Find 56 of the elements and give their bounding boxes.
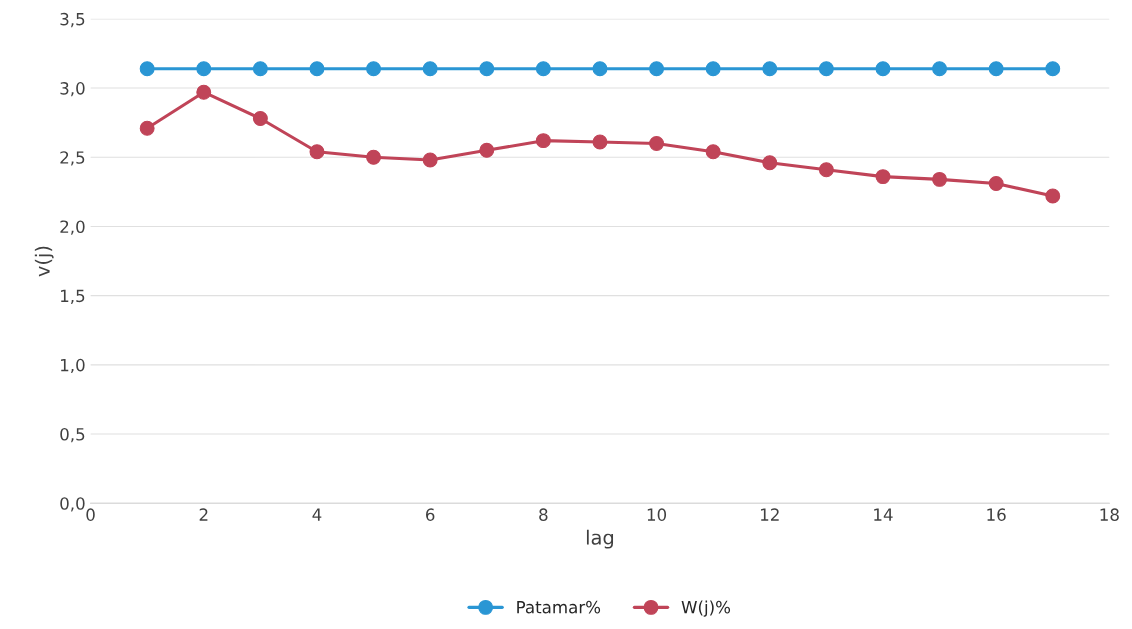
y-tick-label: 1,0 <box>61 358 85 374</box>
x-tick-label: 16 <box>987 508 1006 521</box>
point <box>252 61 268 77</box>
point <box>196 61 212 77</box>
point <box>932 171 948 187</box>
point <box>535 133 551 149</box>
x-tick-label: 10 <box>647 508 667 521</box>
point <box>988 61 1004 77</box>
point <box>705 61 721 77</box>
point <box>535 61 551 77</box>
point <box>366 61 382 77</box>
x-tick-label: 14 <box>874 508 893 521</box>
x-tick-label: 8 <box>539 508 548 521</box>
point <box>818 61 834 77</box>
y-tick-label: 0,0 <box>60 497 85 512</box>
point <box>762 61 778 77</box>
point <box>366 149 382 165</box>
point <box>875 169 891 185</box>
point <box>139 61 155 77</box>
y-tick-label: 3,5 <box>60 12 85 28</box>
y-tick-label: 2,0 <box>60 220 85 235</box>
point <box>1045 61 1061 77</box>
point <box>705 144 721 160</box>
point <box>649 61 665 77</box>
point <box>252 111 268 126</box>
y-axis-title: v(j) <box>34 246 54 277</box>
x-tick-label: 0 <box>86 508 95 521</box>
x-tick-label: 4 <box>312 508 322 521</box>
point <box>196 84 212 100</box>
x-tick-label: 2 <box>199 508 208 521</box>
point <box>1045 188 1061 204</box>
y-tick-label: 2,5 <box>60 151 85 166</box>
point <box>592 134 608 150</box>
point <box>309 61 325 77</box>
y-tick-label: 0,5 <box>60 427 85 443</box>
point <box>139 120 155 136</box>
point <box>649 135 665 151</box>
point <box>875 61 891 77</box>
point <box>422 61 438 77</box>
point <box>309 144 325 160</box>
point <box>932 61 948 77</box>
point <box>479 142 495 158</box>
x-axis-title: lag <box>586 529 614 549</box>
x-tick-label: 12 <box>760 508 779 521</box>
y-tick-label: 1,5 <box>61 289 85 304</box>
x-tick-label: 18 <box>1100 508 1119 521</box>
point <box>592 61 608 77</box>
point <box>762 155 778 171</box>
y-tick-label: 3,0 <box>60 82 85 97</box>
point <box>422 152 438 168</box>
point <box>479 61 495 77</box>
point <box>818 162 834 178</box>
x-tick-label: 6 <box>426 508 435 521</box>
legend-label: Patamar% <box>517 600 601 614</box>
point <box>988 176 1004 192</box>
legend-label: W(j)% <box>681 600 731 617</box>
